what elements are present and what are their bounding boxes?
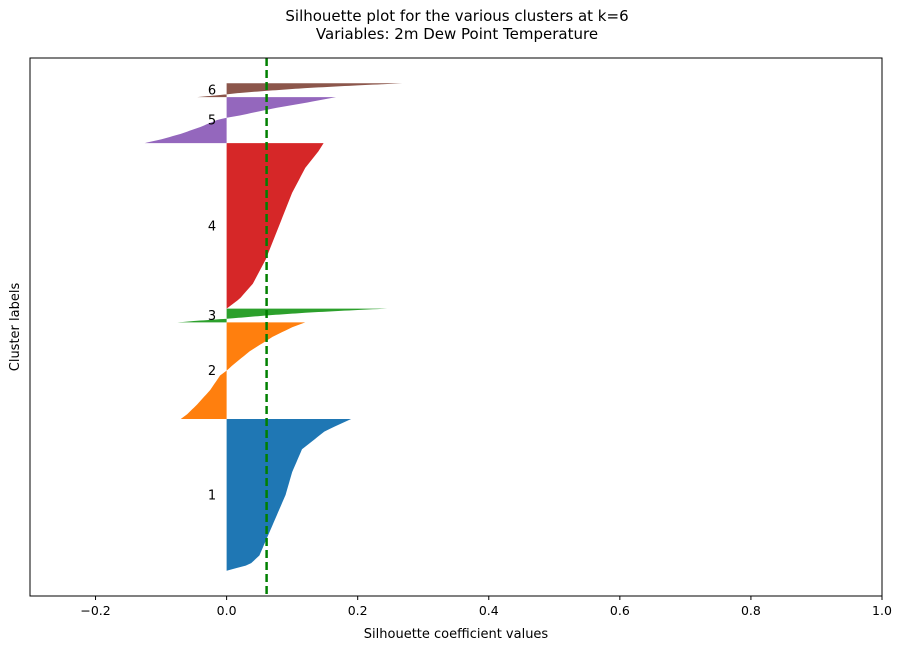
x-tick-label: 0.6 bbox=[610, 603, 630, 618]
x-axis-label: Silhouette coefficient values bbox=[364, 627, 549, 642]
x-tick-label: 1.0 bbox=[872, 603, 892, 618]
plot-frame bbox=[29, 57, 883, 597]
cluster-2-silhouette bbox=[180, 322, 306, 419]
x-tick-label: −0.2 bbox=[80, 603, 110, 618]
cluster-4-label: 4 bbox=[208, 219, 216, 234]
cluster-1-label: 1 bbox=[208, 488, 216, 503]
cluster-4-silhouette bbox=[226, 143, 324, 309]
chart-title: Silhouette plot for the various clusters… bbox=[285, 7, 628, 25]
cluster-bands bbox=[144, 83, 403, 571]
cluster-3-label: 3 bbox=[208, 309, 216, 324]
x-tick-label: 0.0 bbox=[217, 603, 237, 618]
x-tick-label: 0.2 bbox=[348, 603, 368, 618]
chart-subtitle: Variables: 2m Dew Point Temperature bbox=[316, 25, 598, 43]
cluster-1-silhouette bbox=[226, 418, 352, 571]
x-axis: −0.2 0.0 0.2 0.4 0.6 0.8 1.0 bbox=[80, 596, 892, 618]
cluster-labels: 1 2 3 4 5 6 bbox=[208, 84, 216, 504]
cluster-3-silhouette bbox=[177, 308, 388, 323]
cluster-2-label: 2 bbox=[208, 364, 216, 379]
cluster-5-label: 5 bbox=[208, 114, 216, 129]
x-tick-label: 0.4 bbox=[479, 603, 499, 618]
y-axis-label: Cluster labels bbox=[8, 283, 23, 372]
cluster-6-silhouette bbox=[197, 83, 403, 98]
cluster-6-label: 6 bbox=[208, 84, 216, 99]
x-tick-label: 0.8 bbox=[741, 603, 761, 618]
cluster-5-silhouette bbox=[144, 97, 337, 144]
